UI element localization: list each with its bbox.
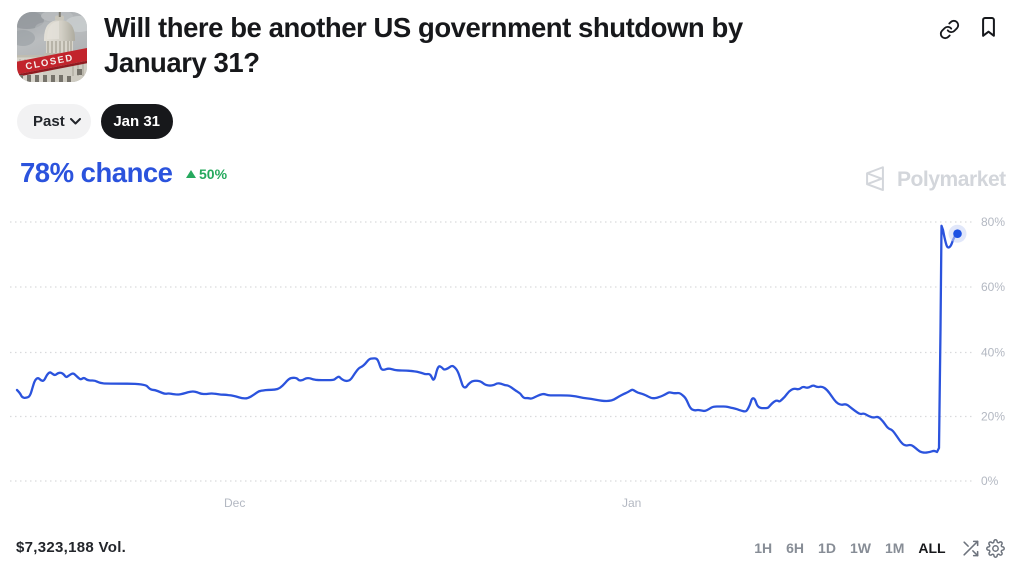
svg-text:80%: 80% <box>981 215 1005 229</box>
svg-text:40%: 40% <box>981 346 1005 360</box>
svg-text:60%: 60% <box>981 280 1005 294</box>
svg-text:Dec: Dec <box>224 496 245 510</box>
svg-text:Jan: Jan <box>622 496 641 510</box>
svg-text:0%: 0% <box>981 474 999 488</box>
svg-text:20%: 20% <box>981 410 1005 424</box>
